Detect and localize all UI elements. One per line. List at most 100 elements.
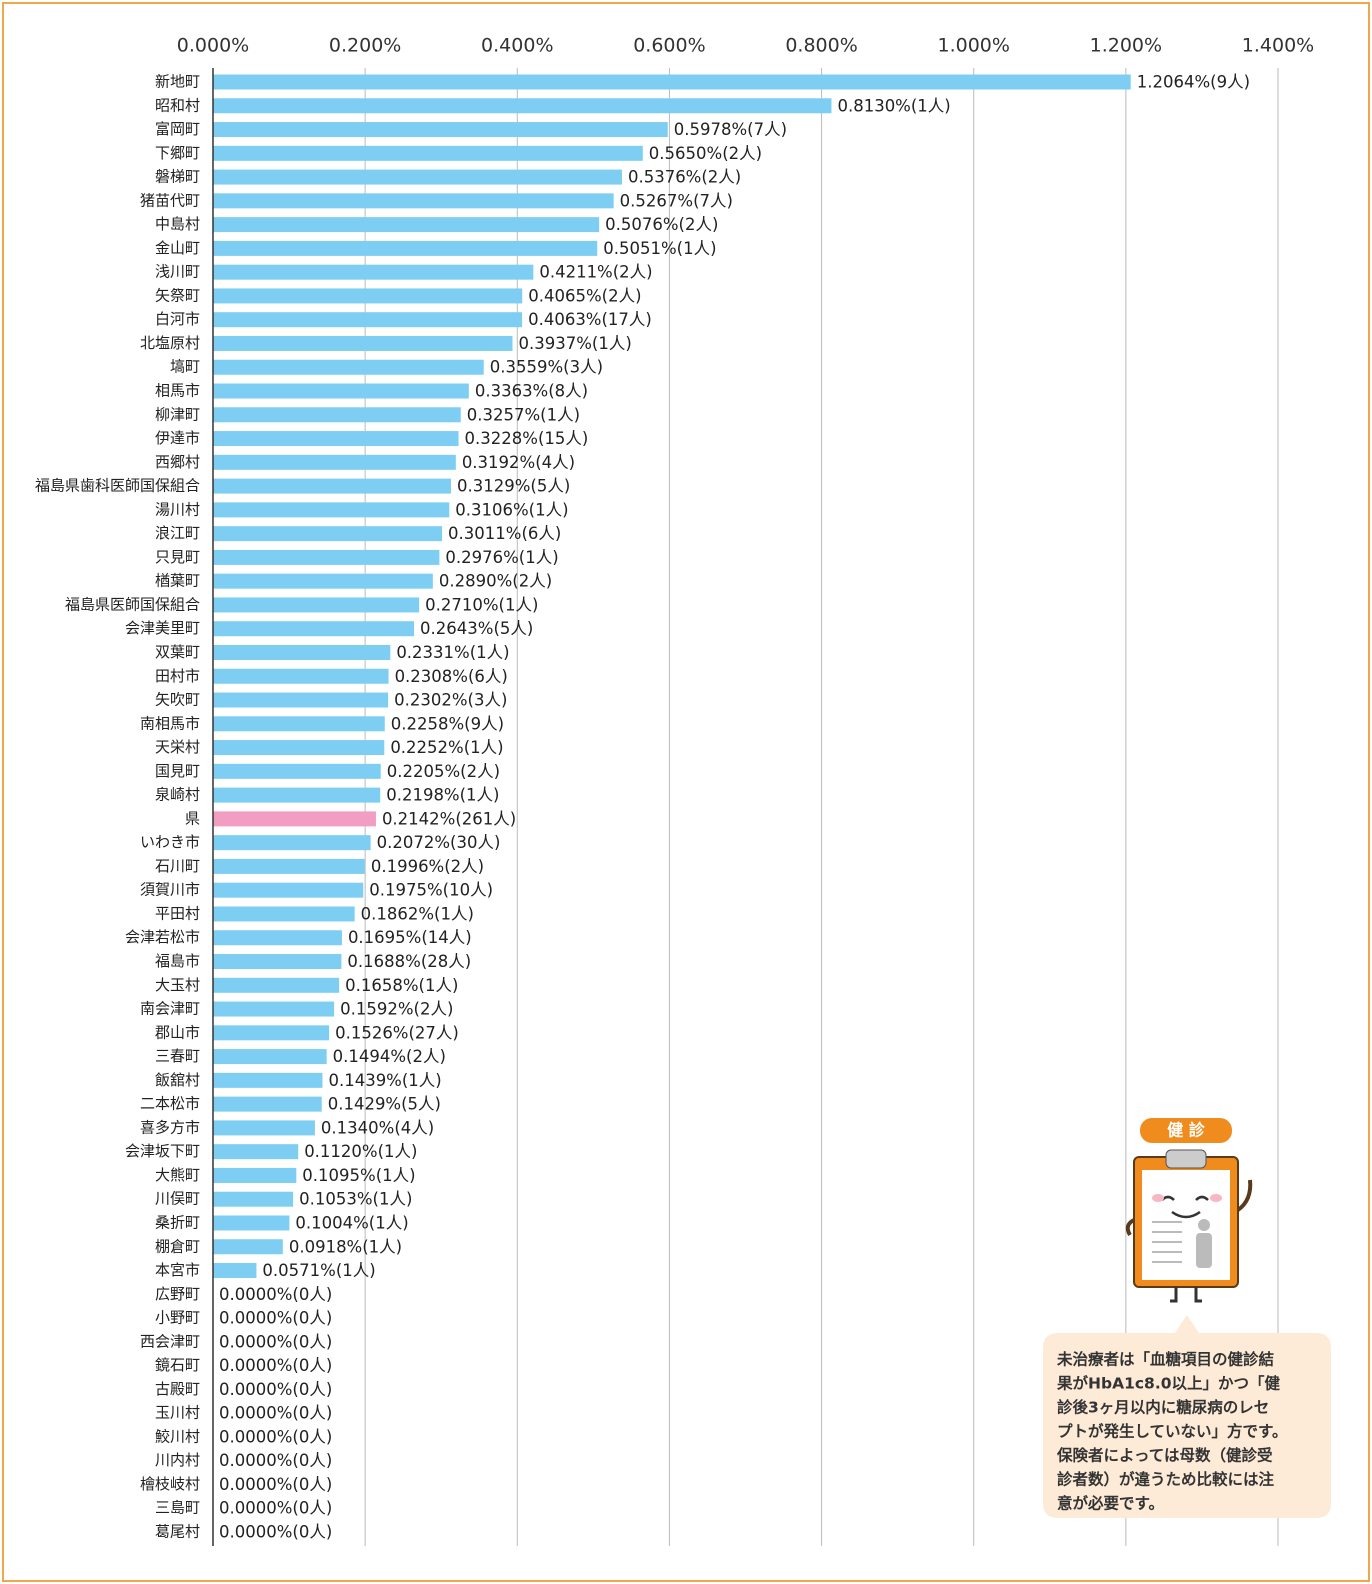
value-label: 0.2302%(3人) [394, 691, 507, 710]
bar [213, 502, 450, 518]
person [1196, 1233, 1212, 1268]
value-label: 0.8130%(1人) [837, 96, 950, 115]
bar [213, 930, 342, 946]
x-tick-label: 0.000% [177, 35, 249, 57]
value-label: 0.0000%(0人) [219, 1380, 332, 1399]
bar [213, 1120, 315, 1136]
character: 健 診 [1125, 1118, 1253, 1303]
badge: 健 診 [1167, 1121, 1206, 1140]
bar [213, 835, 371, 851]
value-label: 0.1429%(5人) [328, 1095, 441, 1114]
category-label: 只見町 [155, 548, 200, 566]
category-label: 鮫川村 [155, 1427, 200, 1445]
category-label: 大熊町 [155, 1166, 200, 1184]
bar [213, 1167, 297, 1183]
bar [213, 906, 355, 922]
value-label: 0.3559%(3人) [490, 358, 603, 377]
bar [213, 1144, 299, 1160]
bar [213, 193, 614, 209]
value-label: 0.0000%(0人) [219, 1499, 332, 1518]
cheek [1210, 1194, 1222, 1202]
category-label: 浅川町 [155, 263, 200, 281]
bar [213, 122, 668, 138]
bar [213, 98, 832, 114]
category-label: 富岡町 [155, 120, 200, 138]
grid: 0.000% 0.200% 0.400% 0.600% 0.800% 1.000% 1.20… [177, 35, 1314, 1546]
category-label: 双葉町 [155, 643, 200, 661]
category-label: 福島市 [155, 952, 200, 970]
value-label: 0.3937%(1人) [518, 334, 631, 353]
value-label: 0.1688%(28人) [347, 952, 471, 971]
bar [213, 1025, 330, 1041]
x-tick-label: 0.400% [481, 35, 553, 57]
value-label: 0.2890%(2人) [439, 572, 552, 591]
category-label: 国見町 [155, 762, 200, 780]
category-label: 棚倉町 [155, 1237, 200, 1255]
note-line: 保険者によっては母数（健診受 [1056, 1446, 1273, 1465]
category-label: 広野町 [155, 1285, 200, 1303]
x-tick-label: 0.800% [785, 35, 857, 57]
category-label: 新地町 [155, 73, 200, 91]
value-label: 0.2976%(1人) [445, 548, 558, 567]
category-label: 二本松市 [140, 1095, 200, 1113]
note-line: 果がHbA1c8.0以上」かつ「健 [1057, 1374, 1280, 1393]
value-label: 0.3106%(1人) [455, 500, 568, 519]
category-label: 浪江町 [155, 524, 200, 542]
value-label: 0.5051%(1人) [603, 239, 716, 258]
value-label: 0.2142%(261人) [382, 809, 516, 828]
category-label: 鏡石町 [155, 1356, 200, 1374]
category-label: 郡山市 [155, 1023, 200, 1041]
category-label: 葛尾村 [155, 1523, 200, 1541]
bar [213, 621, 415, 637]
category-label: 猪苗代町 [140, 191, 200, 209]
value-label: 0.0000%(0人) [219, 1427, 332, 1446]
category-label: 会津坂下町 [125, 1142, 200, 1160]
category-label: 南相馬市 [140, 714, 200, 732]
bar [213, 288, 523, 304]
value-label: 0.4063%(17人) [528, 310, 652, 329]
bar [213, 335, 513, 351]
bar [213, 763, 381, 779]
value-label: 0.0000%(0人) [219, 1332, 332, 1351]
bar [213, 882, 364, 898]
category-label: 白河市 [155, 310, 200, 328]
category-label: 飯舘村 [155, 1071, 200, 1089]
bar [213, 1049, 327, 1065]
value-label: 0.1996%(2人) [371, 857, 484, 876]
value-label: 0.4211%(2人) [539, 263, 652, 282]
bar [213, 573, 433, 589]
category-label: 南会津町 [140, 1000, 200, 1018]
bar [213, 811, 376, 827]
category-label: 柳津町 [155, 405, 200, 423]
note-line: 未治療者は「血糖項目の健診結 [1056, 1350, 1275, 1369]
value-label: 0.3011%(6人) [448, 524, 561, 543]
note-box [1043, 1315, 1331, 1518]
category-label: 県 [185, 809, 200, 827]
category-label: 古殿町 [155, 1380, 200, 1398]
bar [213, 740, 385, 756]
bar [213, 549, 440, 565]
category-label: 平田村 [155, 904, 200, 922]
value-label: 0.2710%(1人) [425, 595, 538, 614]
category-label: 石川町 [155, 857, 200, 875]
value-label: 0.1053%(1人) [299, 1190, 412, 1209]
bar [213, 692, 389, 708]
category-label: 矢吹町 [155, 691, 200, 709]
x-tick-label: 1.200% [1090, 35, 1162, 57]
category-label: 西会津町 [140, 1332, 200, 1350]
value-label: 0.2198%(1人) [386, 786, 499, 805]
bar [213, 407, 461, 423]
bar [213, 145, 643, 161]
category-label: いわき市 [140, 833, 200, 851]
lines [1152, 1221, 1182, 1263]
legs [1170, 1287, 1202, 1303]
note-line: 診者数）が違うため比較には注 [1057, 1470, 1275, 1489]
x-tick-label: 1.000% [937, 35, 1009, 57]
x-tick-label: 0.200% [329, 35, 401, 57]
person [1198, 1219, 1210, 1231]
value-label: 0.3257%(1人) [467, 405, 580, 424]
value-label: 0.5076%(2人) [605, 215, 718, 234]
bar [213, 1263, 257, 1279]
bar [213, 431, 459, 447]
category-label: 矢祭町 [155, 286, 200, 304]
